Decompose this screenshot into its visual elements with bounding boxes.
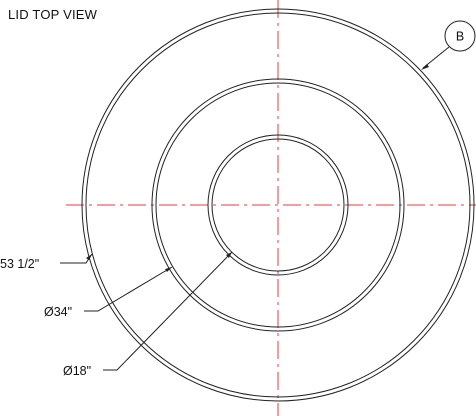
inner-diameter-label: Ø18" <box>63 364 92 378</box>
outer-dimension-arrowhead <box>86 254 92 260</box>
outer-diameter-label: 53 1/2" <box>0 257 40 271</box>
inner-ring-inner-edge <box>211 138 345 272</box>
middle-diameter-label: Ø34" <box>44 305 73 319</box>
inner-ring-outer-edge <box>207 134 349 276</box>
inner-dimension-leader <box>103 251 233 371</box>
middle-ring-outer-edge <box>151 78 405 332</box>
detail-callout-bubble <box>444 20 476 52</box>
outer-ring-outer-edge <box>81 8 475 402</box>
detail-callout-label: B <box>456 30 464 44</box>
inner-dimension-arrowhead <box>226 252 232 258</box>
outer-ring-inner-edge <box>85 12 471 398</box>
middle-dimension-arrowhead <box>165 267 172 272</box>
middle-ring-inner-edge <box>155 82 401 328</box>
middle-dimension-leader <box>84 266 173 312</box>
view-title: LID TOP VIEW <box>8 7 98 22</box>
detail-callout-leader <box>422 46 450 69</box>
detail-callout-arrowhead <box>421 64 429 70</box>
